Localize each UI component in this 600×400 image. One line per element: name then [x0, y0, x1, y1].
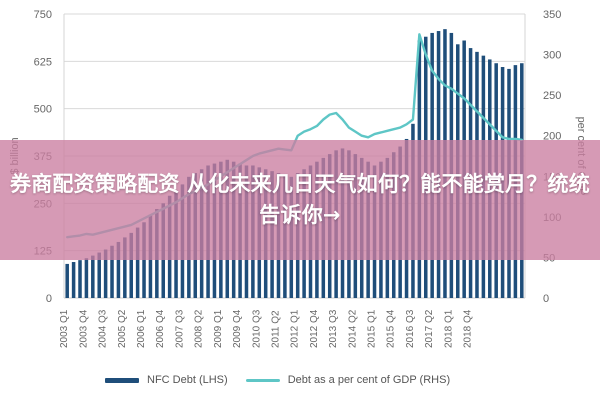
right-tick-5: 250	[543, 90, 561, 102]
legend-line-swatch	[245, 378, 280, 382]
x-tick-19: 2017 Q2	[424, 309, 435, 348]
x-tick-17: 2015 Q4	[386, 309, 397, 348]
right-tick-4: 200	[543, 131, 561, 143]
x-tick-11: 2011 Q2	[270, 310, 281, 348]
x-tick-13: 2012 Q4	[309, 309, 320, 348]
left-tick-6: 750	[34, 9, 52, 21]
x-tick-21: 2018 Q4	[463, 309, 474, 348]
x-tick-14: 2013 Q3	[328, 309, 339, 348]
right-tick-7: 350	[543, 9, 561, 21]
bar-12	[142, 222, 146, 298]
left-tick-4: 500	[34, 104, 52, 116]
headline-banner: 券商配资策略配资 从化未来几日天气如何？能不能赏月？统统告诉你→	[0, 140, 600, 260]
x-tick-6: 2007 Q3	[174, 309, 185, 348]
legend-bar-swatch	[105, 377, 139, 383]
left-tick-5: 625	[34, 56, 52, 68]
x-tick-7: 2008 Q2	[194, 309, 205, 348]
x-tick-12: 2012 Q1	[290, 309, 301, 348]
bar-0	[65, 263, 69, 298]
bar-10	[129, 232, 133, 298]
bar-1	[71, 262, 76, 298]
legend-item-debt-gdp: Debt as a per cent of GDP (RHS)	[245, 374, 451, 386]
x-tick-15: 2014 Q2	[347, 309, 358, 348]
bar-11	[135, 227, 140, 298]
right-tick-0: 0	[543, 293, 549, 305]
x-tick-1: 2003 Q4	[78, 309, 89, 348]
x-tick-3: 2005 Q2	[117, 309, 128, 348]
x-tick-16: 2015 Q1	[367, 309, 378, 348]
chart-legend: NFC Debt (LHS) Debt as a per cent of GDP…	[105, 370, 565, 390]
headline-text: 券商配资策略配资 从化未来几日天气如何？能不能赏月？统统告诉你→	[10, 171, 590, 228]
x-tick-9: 2009 Q4	[232, 309, 243, 348]
x-tick-18: 2016 Q3	[405, 309, 416, 348]
bar-5	[97, 252, 101, 298]
bar-6	[103, 249, 108, 298]
legend-item-nfc-debt: NFC Debt (LHS)	[105, 374, 228, 386]
bar-4	[91, 255, 95, 298]
x-tick-10: 2010 Q3	[251, 309, 262, 348]
bar-8	[116, 241, 121, 298]
bar-2	[78, 260, 82, 298]
left-tick-0: 0	[46, 293, 52, 305]
x-tick-20: 2018 Q1	[443, 309, 454, 348]
x-tick-8: 2009 Q1	[213, 309, 224, 348]
x-tick-2: 2004 Q3	[98, 309, 109, 348]
x-tick-0: 2003 Q1	[59, 309, 70, 348]
x-tick-4: 2006 Q1	[136, 309, 147, 348]
bar-3	[84, 258, 89, 298]
right-tick-6: 300	[543, 50, 561, 62]
bar-9	[123, 237, 127, 298]
legend-label-debt-gdp: Debt as a per cent of GDP (RHS)	[287, 374, 451, 386]
legend-label-nfc-debt: NFC Debt (LHS)	[147, 374, 228, 386]
bar-7	[110, 245, 114, 298]
x-tick-5: 2006 Q4	[155, 309, 166, 348]
